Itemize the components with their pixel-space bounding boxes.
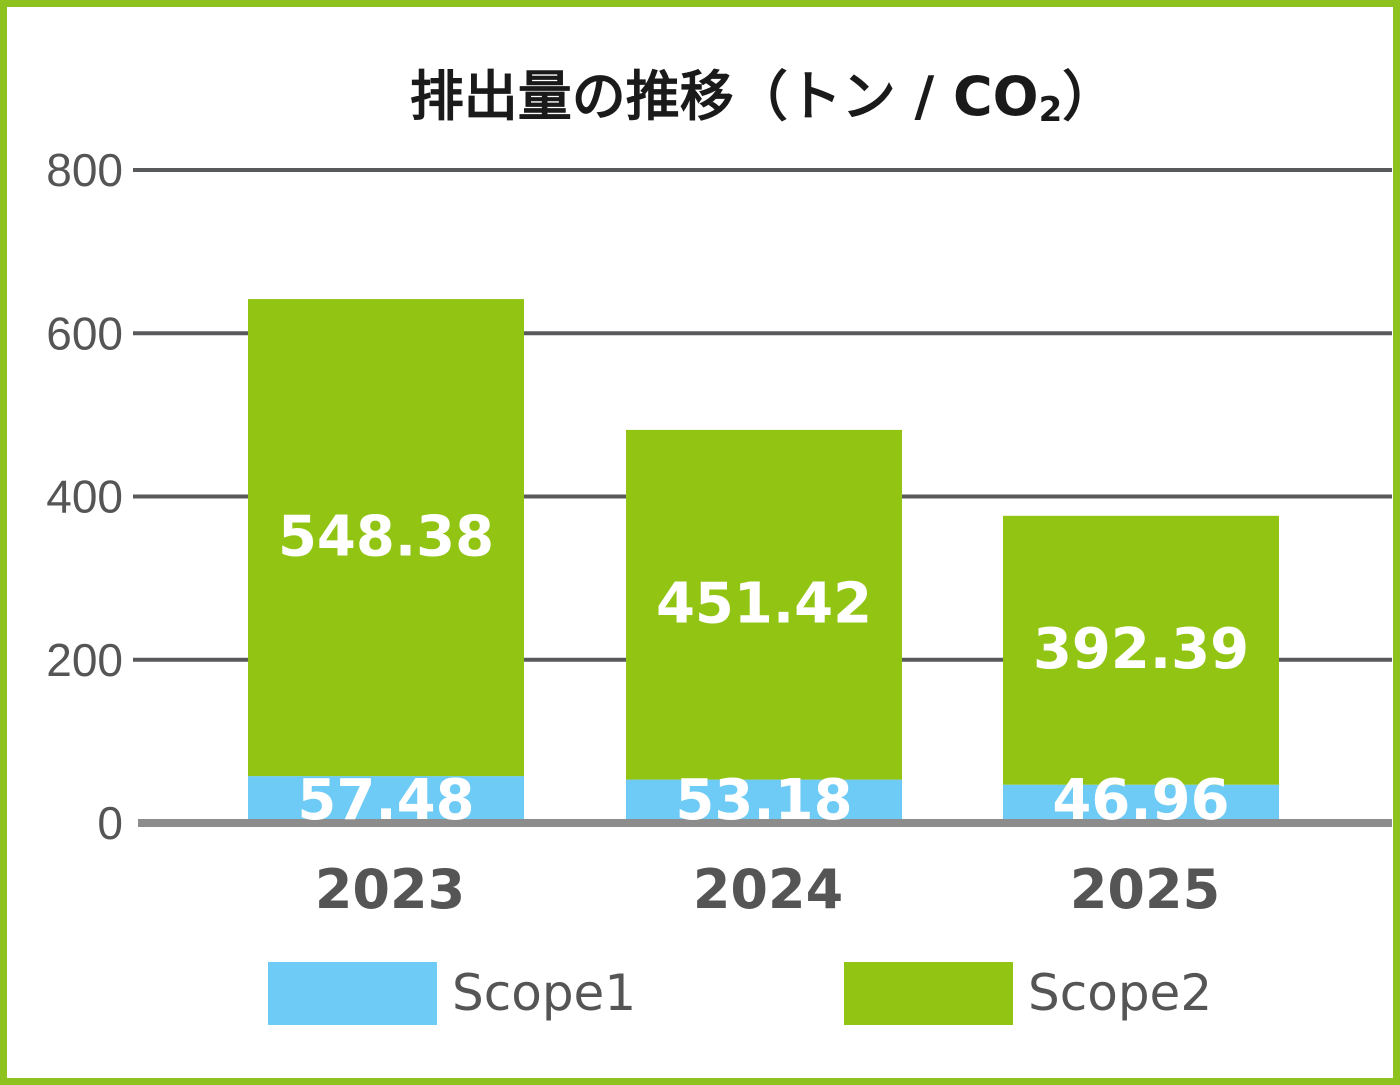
x-axis-categories: 2023 2024 2025 [315,858,1220,921]
legend-swatch-scope1 [268,962,437,1025]
x-category-label-2024: 2024 [693,858,843,921]
y-axis-ticks: 0 200 400 600 800 [46,144,123,849]
bar-scope1-2024 [626,779,902,823]
y-tick-label-600: 600 [46,307,123,359]
x-category-label-2025: 2025 [1070,858,1220,921]
y-tick-label-400: 400 [46,471,123,523]
legend-swatch-scope2 [844,962,1013,1025]
bar-scope1-2025 [1003,784,1279,823]
bars [248,299,1279,823]
data-label-scope2-2024: 451.42 [656,572,872,637]
legend-label-scope1: Scope1 [452,964,636,1022]
y-tick-label-800: 800 [46,144,123,196]
bar-scope1-2023 [248,776,524,823]
y-tick-label-200: 200 [46,634,123,686]
y-tick-label-0: 0 [97,797,123,849]
chart-title-main: 排出量の推移（トン / CO [410,65,1039,128]
bar-scope2-2023 [248,299,524,777]
legend: Scope1 Scope2 [268,962,1212,1025]
data-label-scope1-2025: 46.96 [1052,768,1229,833]
bar-scope2-2024 [626,429,902,780]
chart-title-close: ） [1062,65,1116,128]
legend-label-scope2: Scope2 [1028,964,1212,1022]
bar-scope2-2025 [1003,515,1279,785]
data-label-scope2-2023: 548.38 [278,505,494,570]
data-label-scope1-2024: 53.18 [675,768,852,833]
data-label-scope2-2025: 392.39 [1033,617,1249,682]
data-label-scope1-2023: 57.48 [297,768,474,833]
x-category-label-2023: 2023 [315,858,465,921]
chart-title-subscript: 2 [1039,90,1063,130]
data-labels: 57.48 548.38 53.18 451.42 46.96 392.39 [278,505,1249,833]
chart-title: 排出量の推移（トン / CO2） [410,65,1117,130]
